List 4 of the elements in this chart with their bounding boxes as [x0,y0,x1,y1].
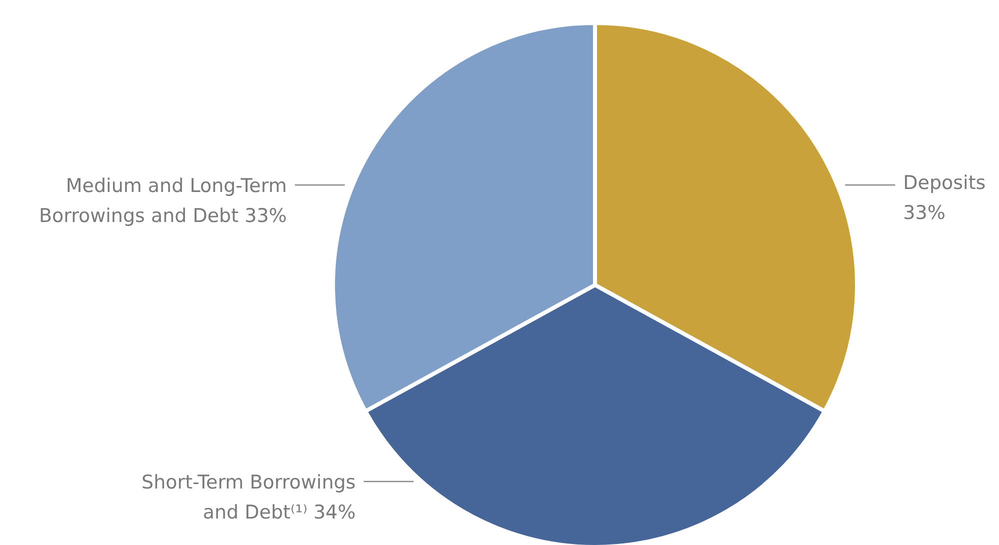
slice-label: Deposits [903,172,986,194]
data-label: 33% [903,202,946,224]
slice-label: Short-Term Borrowings and Debt⁽¹⁾ 34% [142,472,356,524]
slice-label: Medium and Long-Term Borrowings and Debt 33% [38,174,287,227]
